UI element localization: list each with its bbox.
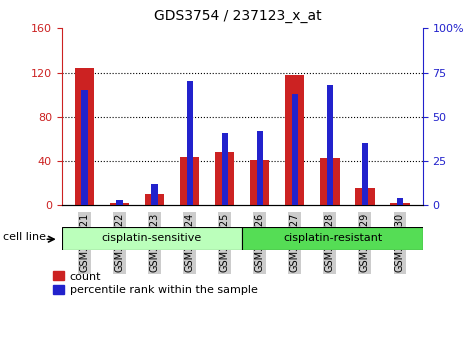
Bar — [62, 227, 242, 250]
Text: cell line: cell line — [3, 232, 46, 242]
Bar — [81, 90, 88, 205]
Legend: count, percentile rank within the sample: count, percentile rank within the sample — [53, 271, 257, 295]
Bar — [390, 203, 409, 205]
Bar — [110, 203, 129, 205]
Text: cisplatin-sensitive: cisplatin-sensitive — [102, 233, 202, 243]
Bar — [152, 184, 158, 205]
Text: cisplatin-resistant: cisplatin-resistant — [283, 233, 382, 243]
Bar — [187, 81, 193, 205]
Bar — [145, 194, 164, 205]
Bar — [362, 143, 368, 205]
Bar — [180, 156, 200, 205]
Bar — [355, 188, 375, 205]
Bar — [221, 133, 228, 205]
Bar — [116, 200, 123, 205]
Bar — [327, 85, 333, 205]
Bar — [285, 75, 304, 205]
Bar — [292, 94, 298, 205]
Bar — [397, 198, 403, 205]
Bar — [242, 227, 423, 250]
Bar — [215, 152, 234, 205]
Text: GDS3754 / 237123_x_at: GDS3754 / 237123_x_at — [154, 9, 321, 23]
Bar — [256, 131, 263, 205]
Bar — [250, 160, 269, 205]
Bar — [320, 158, 340, 205]
Bar — [75, 68, 94, 205]
